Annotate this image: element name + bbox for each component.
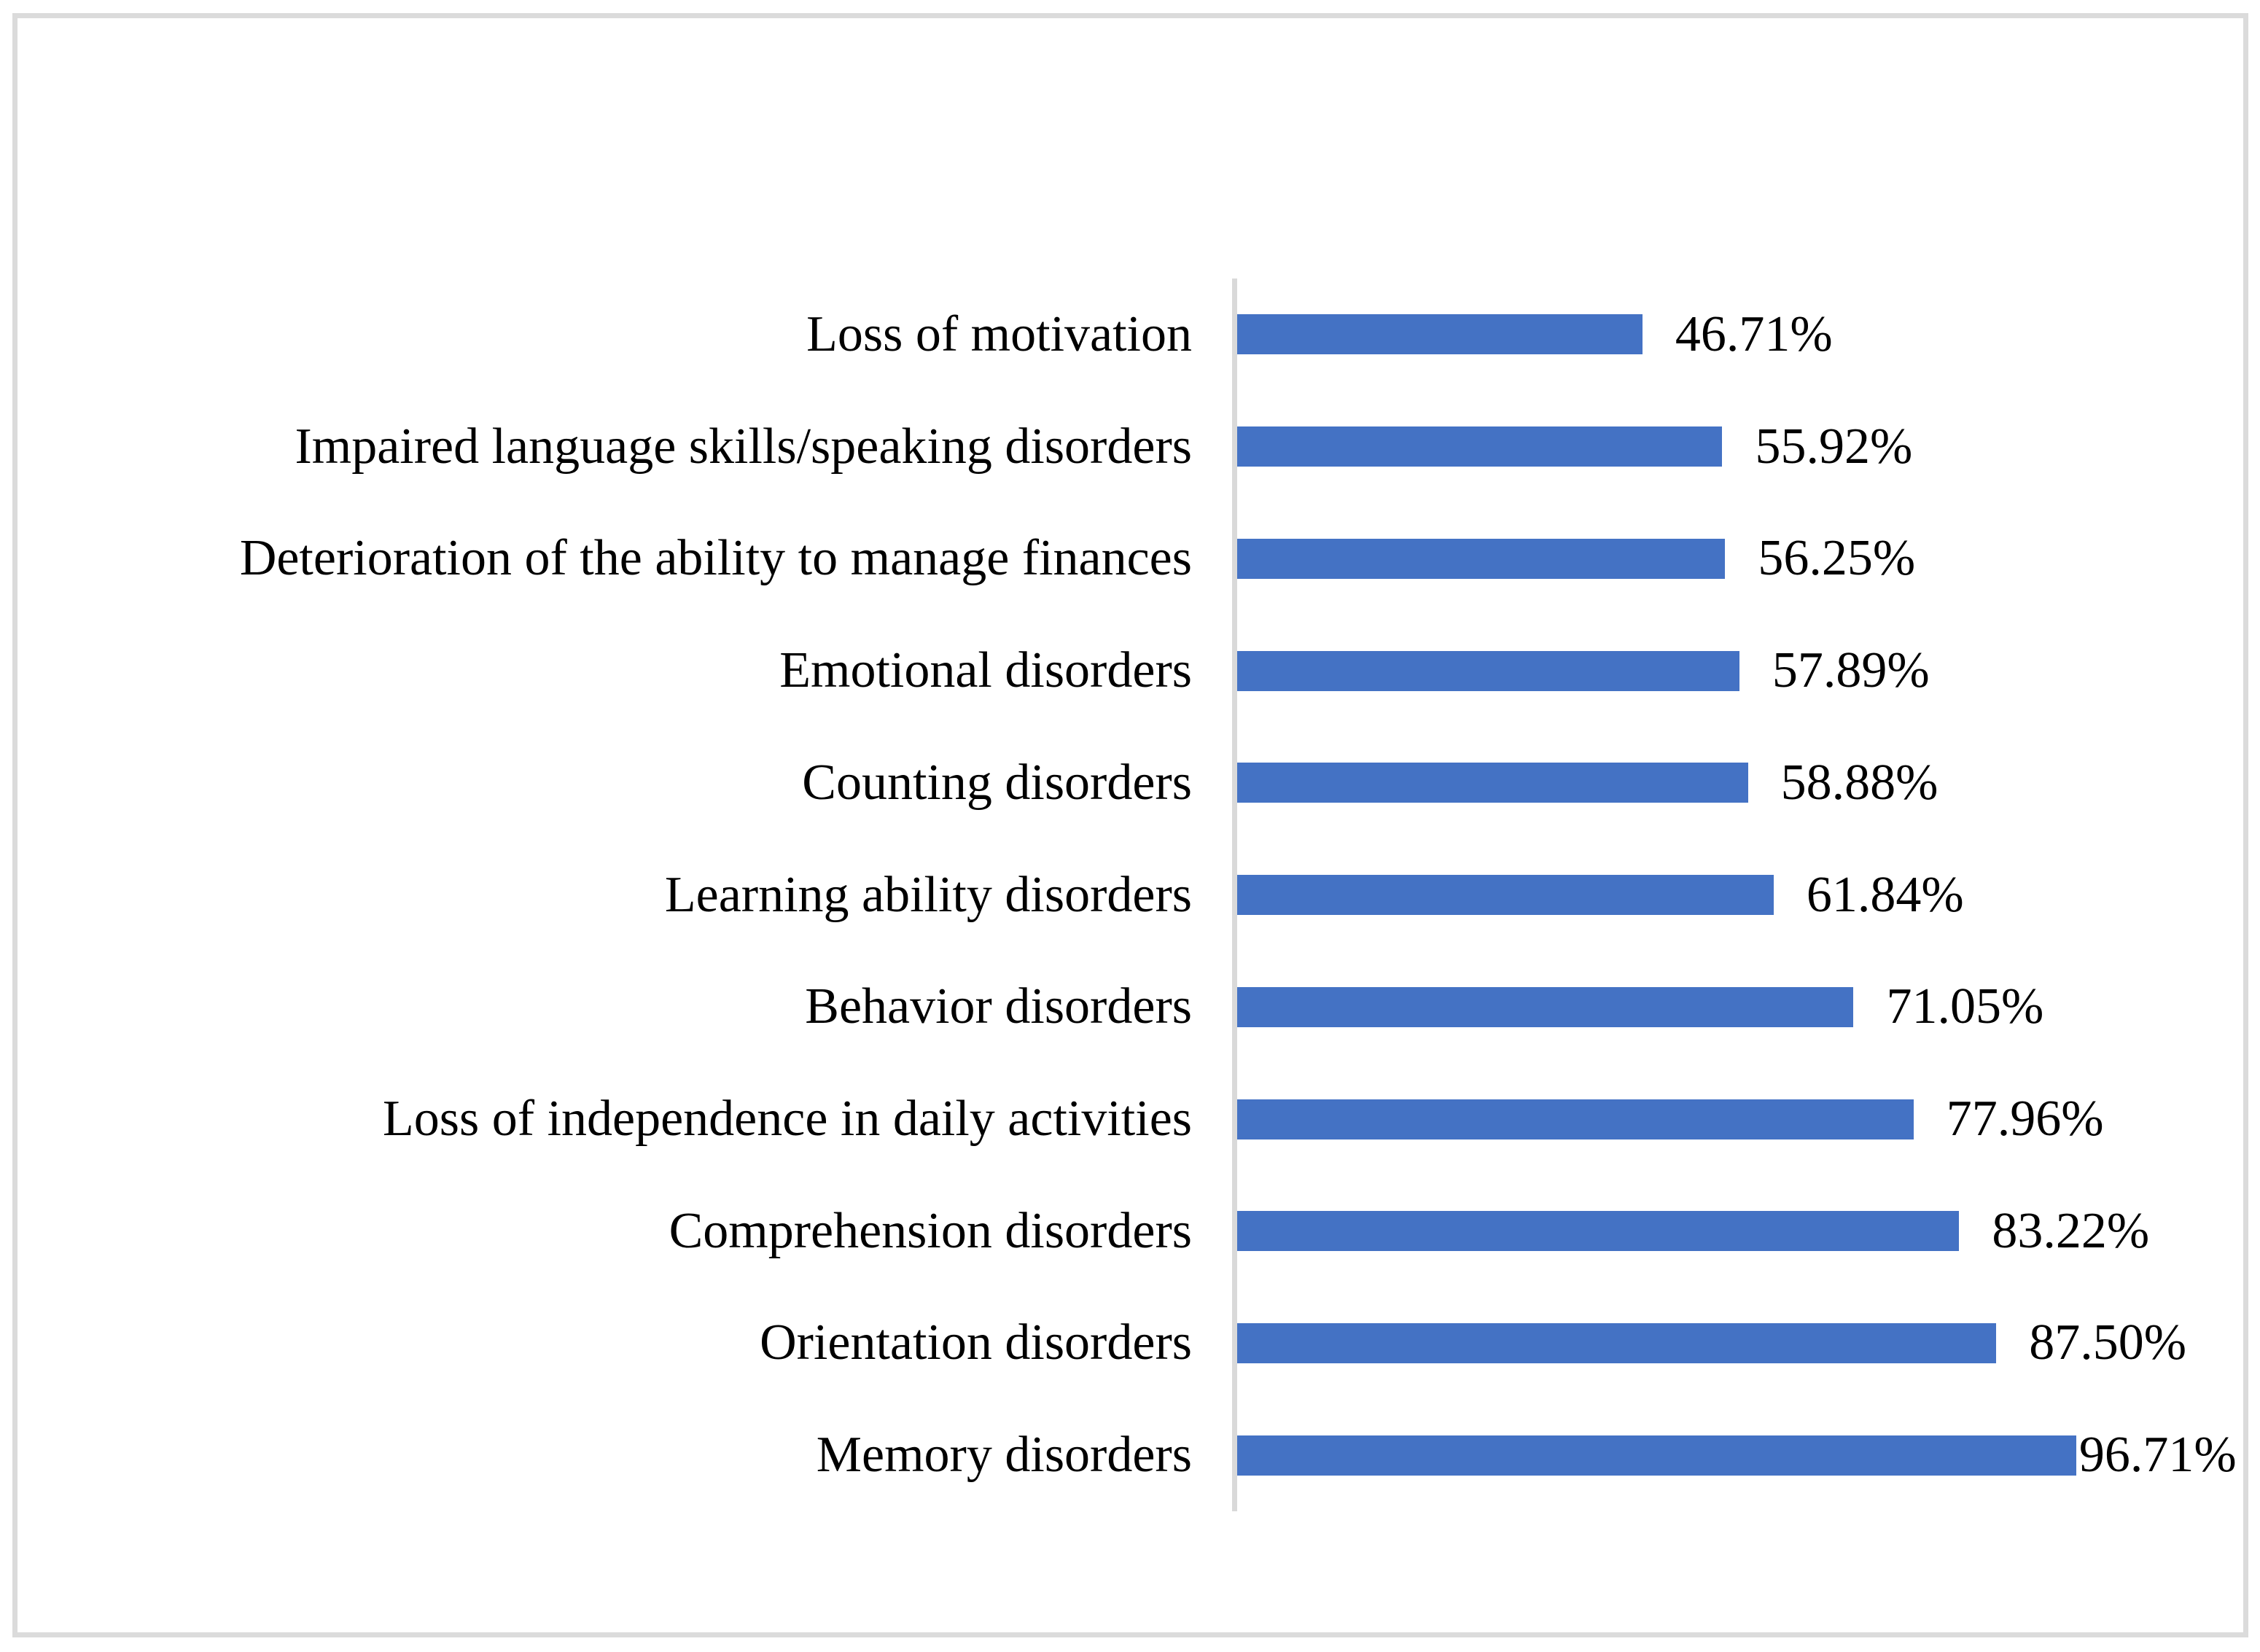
value-label: 55.92%	[1755, 418, 1913, 475]
bar	[1237, 1211, 1960, 1252]
value-label: 56.25%	[1758, 530, 1916, 587]
value-label: 61.84%	[1806, 866, 1964, 923]
category-label: Impaired language skills/speaking disord…	[295, 418, 1192, 475]
chart-row: Memory disorders 96.71%	[0, 1399, 2260, 1511]
bar	[1237, 650, 1739, 691]
chart-row: Impaired language skills/speaking disord…	[0, 391, 2260, 503]
value-label: 57.89%	[1772, 642, 1930, 699]
bar	[1237, 314, 1643, 355]
value-label: 83.22%	[1992, 1202, 2150, 1259]
category-axis-line	[1232, 278, 1237, 1511]
chart-row: Loss of motivation 46.71%	[0, 278, 2260, 391]
chart-row: Learning ability disorders 61.84%	[0, 839, 2260, 951]
category-label: Orientation disorders	[760, 1314, 1192, 1371]
category-label: Memory disorders	[816, 1427, 1192, 1484]
bar	[1237, 875, 1774, 916]
bar	[1237, 426, 1723, 467]
bar	[1237, 1099, 1914, 1139]
value-label: 96.71%	[2078, 1427, 2237, 1484]
value-label: 58.88%	[1780, 754, 1938, 811]
value-label: 87.50%	[2029, 1314, 2187, 1371]
chart-row: Emotional disorders 57.89%	[0, 615, 2260, 727]
bar	[1237, 538, 1726, 579]
category-label: Loss of independence in daily activities	[383, 1091, 1192, 1147]
category-label: Loss of motivation	[806, 305, 1192, 362]
value-label: 71.05%	[1886, 978, 2044, 1035]
bar-chart: Loss of motivation 46.71% Impaired languag…	[0, 278, 2260, 1511]
category-label: Learning ability disorders	[664, 866, 1192, 923]
chart-row: Comprehension disorders 83.22%	[0, 1175, 2260, 1287]
chart-row: Behavior disorders 71.05%	[0, 951, 2260, 1063]
chart-row: Deterioration of the ability to manage f…	[0, 502, 2260, 615]
chart-row: Counting disorders 58.88%	[0, 727, 2260, 839]
chart-row: Orientation disorders 87.50%	[0, 1287, 2260, 1400]
figure-border	[12, 13, 2248, 1637]
category-label: Counting disorders	[802, 754, 1192, 811]
value-label: 77.96%	[1946, 1091, 2104, 1147]
chart-row: Loss of independence in daily activities…	[0, 1063, 2260, 1175]
category-label: Comprehension disorders	[669, 1202, 1192, 1259]
bar	[1237, 986, 1854, 1027]
bar	[1237, 763, 1748, 803]
bar	[1237, 1322, 1997, 1363]
category-label: Emotional disorders	[779, 642, 1192, 699]
value-label: 46.71%	[1675, 305, 1833, 362]
category-label: Deterioration of the ability to manage f…	[239, 530, 1192, 587]
chart-rows: Loss of motivation 46.71% Impaired languag…	[0, 278, 2260, 1511]
bar	[1237, 1435, 2076, 1476]
category-label: Behavior disorders	[805, 978, 1192, 1035]
